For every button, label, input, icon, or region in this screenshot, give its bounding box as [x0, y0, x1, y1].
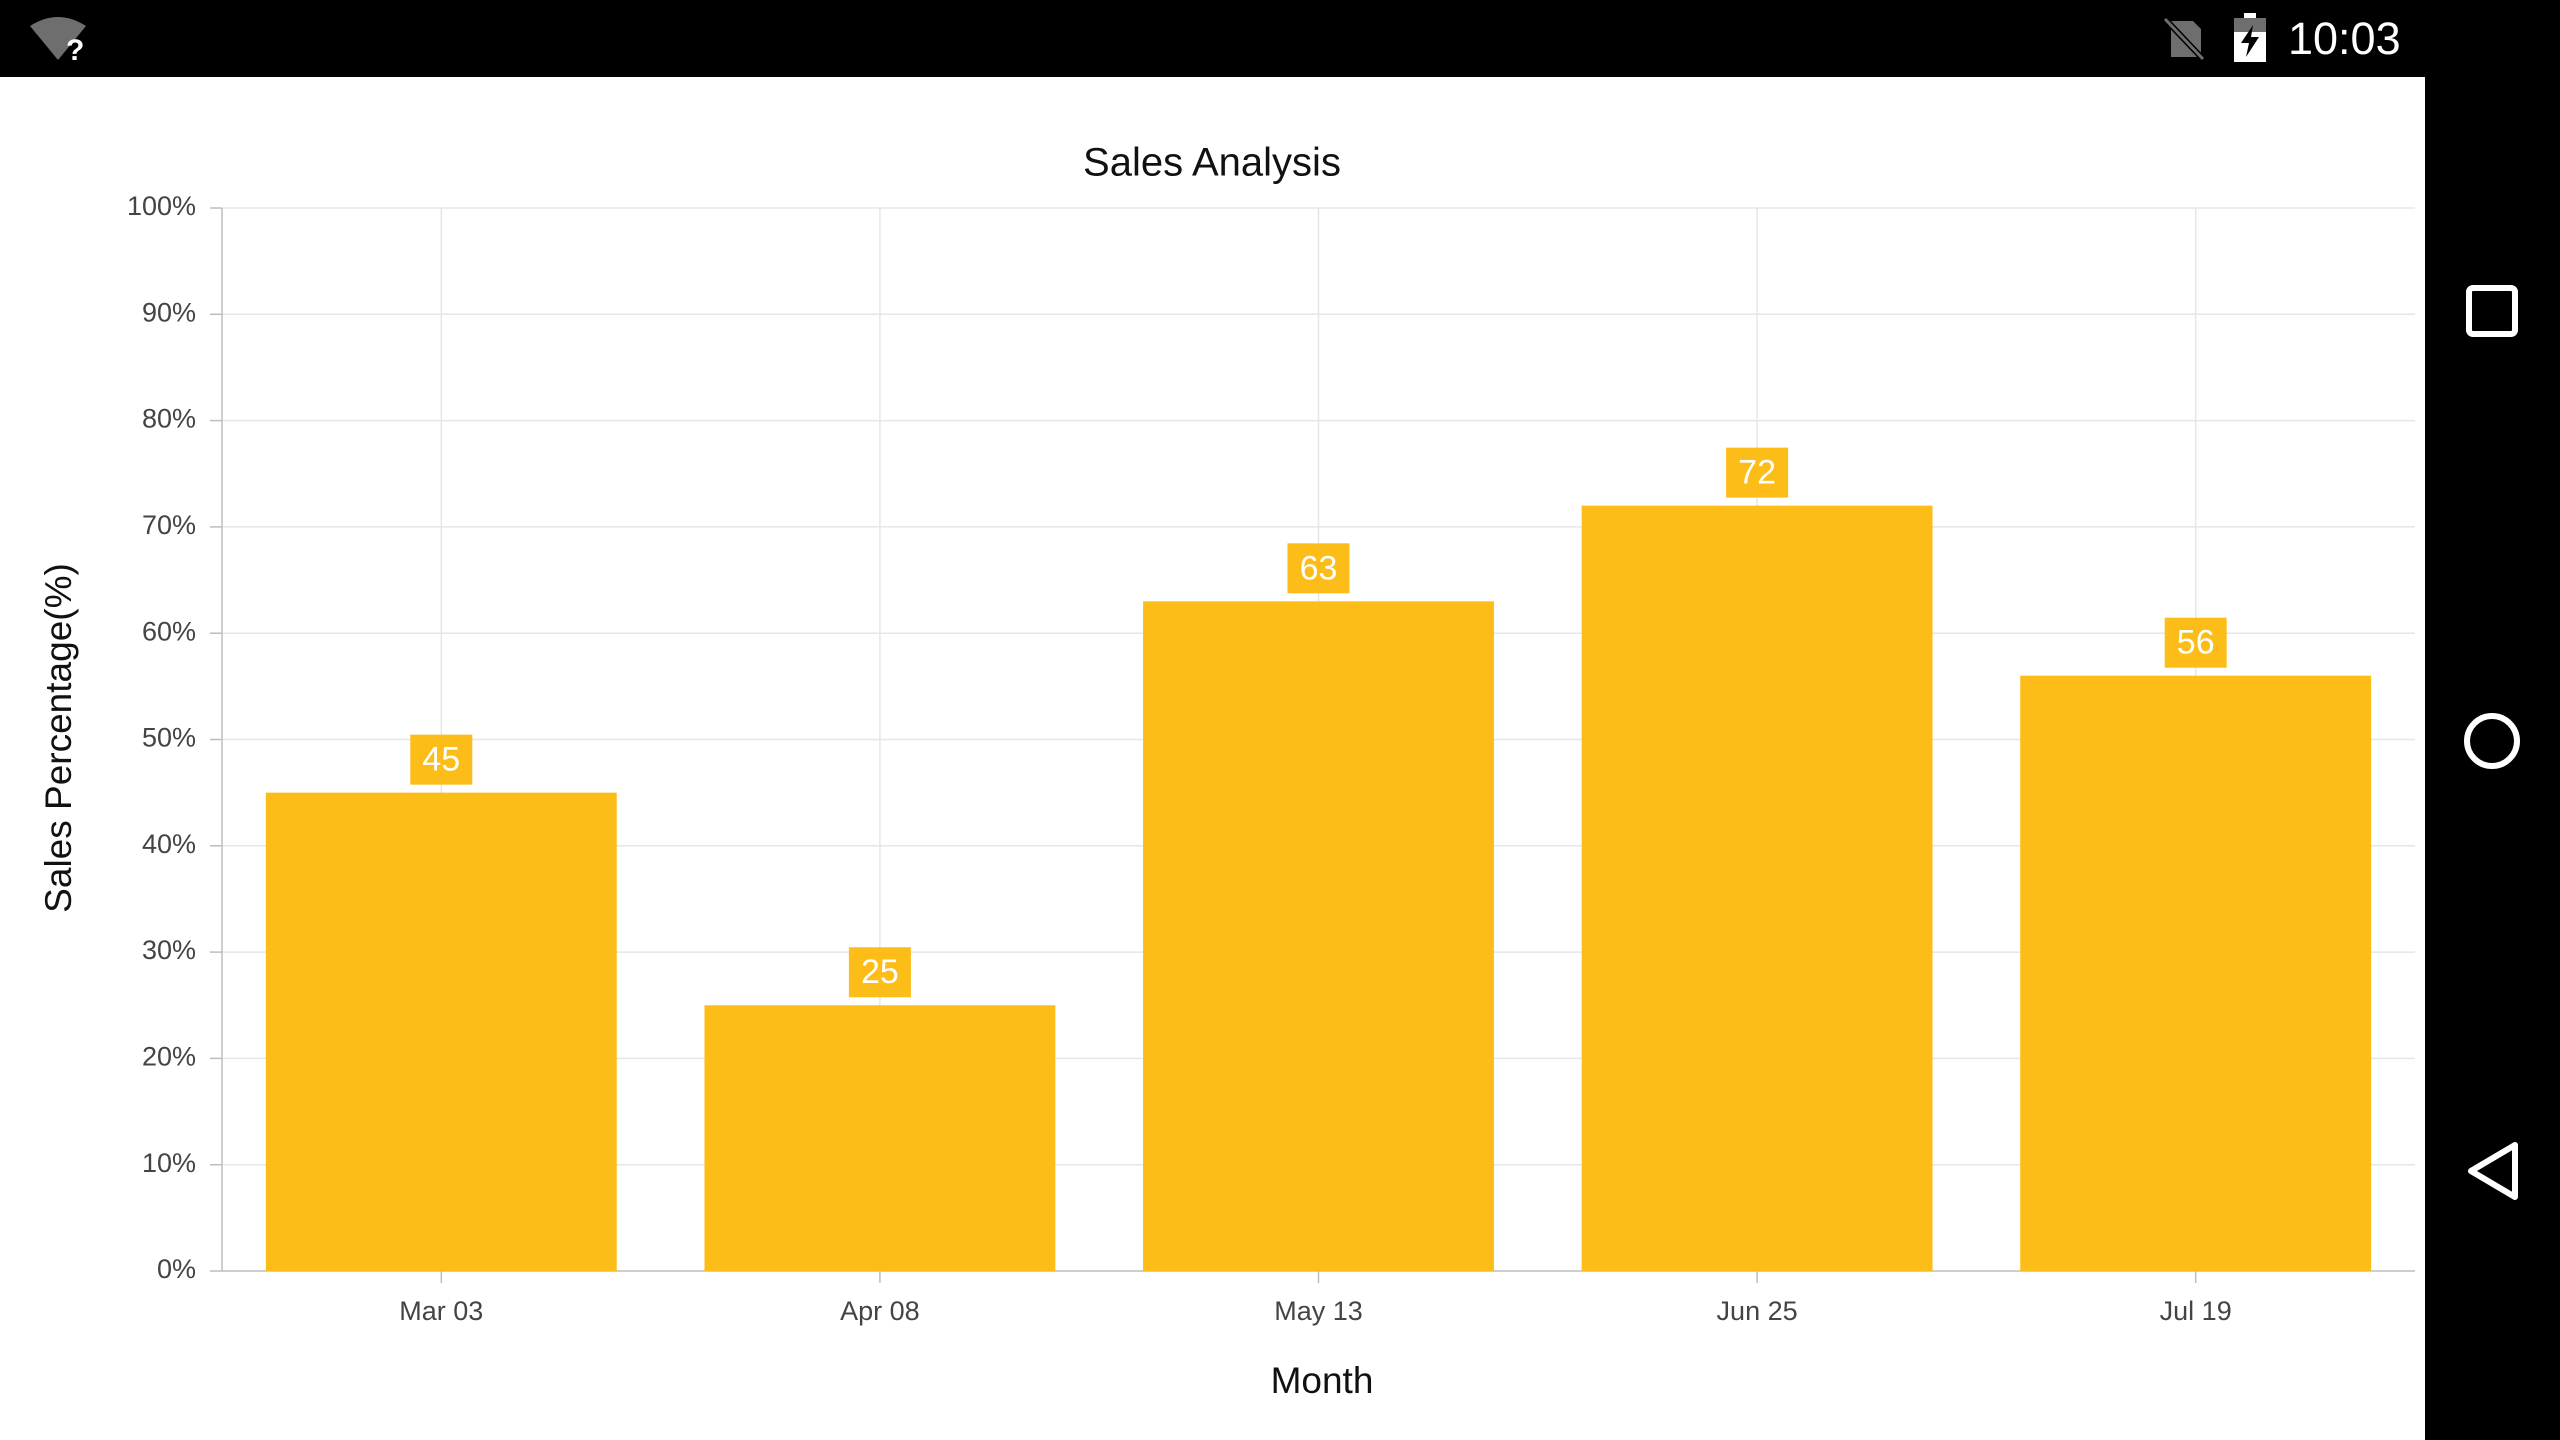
bar-chart: 45 25 63 72 56 0% 10% 20% 30% 40% 50% 60% 70% 80% 90%… [38, 141, 2415, 1401]
data-label-box [1287, 543, 1350, 594]
chart-title: Sales Analysis [1083, 141, 1341, 185]
x-axis-title: Month [1271, 1360, 1374, 1401]
tick-labels: 0% 10% 20% 30% 40% 50% 60% 70% 80% 90% 100% Mar 03 A… [127, 191, 2232, 1326]
y-tick-label: 90% [142, 297, 196, 327]
data-label: 45 [422, 741, 460, 779]
svg-text:?: ? [66, 34, 84, 62]
y-tick-label: 50% [142, 723, 196, 753]
bars [265, 505, 2372, 1271]
bar-jun-25[interactable] [1581, 505, 1933, 1271]
y-tick-label: 60% [142, 616, 196, 646]
x-tick-label: Apr 08 [840, 1296, 920, 1326]
data-labels: 45 25 63 72 56 [410, 447, 2227, 998]
no-sim-icon [2163, 17, 2205, 61]
y-axis-title: Sales Percentage(%) [38, 563, 79, 913]
data-label: 72 [1738, 454, 1776, 492]
data-label-box [2164, 617, 2227, 668]
bar-jul-19[interactable] [2020, 675, 2372, 1271]
data-label: 63 [1300, 549, 1338, 587]
data-label-box [1726, 447, 1789, 498]
bar-mar-03[interactable] [265, 792, 617, 1271]
back-icon[interactable] [2425, 1116, 2560, 1226]
bar-may-13[interactable] [1143, 601, 1494, 1271]
battery-charging-icon [2234, 13, 2266, 62]
y-tick-label: 20% [142, 1042, 196, 1072]
data-label: 56 [2177, 624, 2215, 662]
y-tick-label: 0% [157, 1254, 196, 1284]
clock: 10:03 [2288, 13, 2401, 64]
status-bar: ? 10:03 [0, 0, 2560, 77]
chart-area: 45 25 63 72 56 0% 10% 20% 30% 40% 50% 60% 70% 80% 90%… [0, 77, 2425, 1440]
y-tick-label: 80% [142, 404, 196, 434]
x-tick-label: May 13 [1274, 1296, 1363, 1326]
x-tick-label: Jun 25 [1717, 1296, 1798, 1326]
recents-icon[interactable] [2425, 256, 2560, 366]
bar-apr-08[interactable] [704, 1005, 1056, 1271]
home-icon[interactable] [2425, 686, 2560, 796]
data-label-box [410, 734, 473, 785]
y-tick-label: 100% [127, 191, 196, 221]
data-label-box [848, 947, 911, 998]
navigation-bar [2425, 77, 2560, 1440]
y-tick-label: 10% [142, 1148, 196, 1178]
x-tick-label: Mar 03 [399, 1296, 483, 1326]
data-label: 25 [861, 953, 899, 991]
y-tick-label: 70% [142, 510, 196, 540]
y-tick-label: 40% [142, 829, 196, 859]
wifi-unknown-icon: ? [30, 17, 86, 62]
x-tick-label: Jul 19 [2160, 1296, 2232, 1326]
y-tick-label: 30% [142, 935, 196, 965]
